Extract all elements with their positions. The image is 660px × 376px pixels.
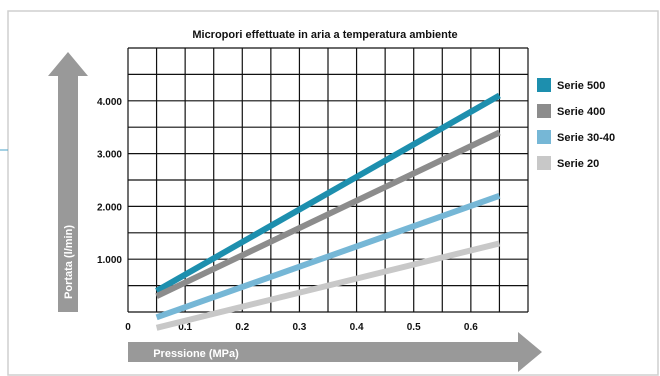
x-tick-label: 0.5: [407, 322, 421, 333]
x-tick-label: 0.4: [350, 322, 364, 333]
x-tick-label: 0.6: [464, 322, 478, 333]
series-line-serie-400: [155, 129, 501, 299]
x-axis-arrow: Pressione (MPa): [128, 332, 542, 372]
legend-label: Serie 30-40: [557, 132, 615, 144]
legend-swatch: [537, 104, 551, 118]
series-line-serie-500: [155, 92, 501, 294]
series-line-serie-30-40: [155, 192, 501, 321]
y-tick-label: 3.000: [97, 150, 122, 161]
series-line-serie-20: [155, 240, 501, 331]
legend-label: Serie 20: [557, 158, 599, 170]
legend-label: Serie 500: [557, 80, 605, 92]
legend-swatch: [537, 156, 551, 170]
x-tick-label: 0.3: [292, 322, 306, 333]
y-axis-arrow: Portata (l/min): [48, 52, 88, 312]
y-tick-label: 1.000: [97, 255, 122, 266]
y-axis-label: Portata (l/min): [63, 225, 75, 299]
y-tick-label: 2.000: [97, 202, 122, 213]
chart-title: Micropori effettuate in aria a temperatu…: [192, 29, 457, 41]
y-tick-label: 4.000: [97, 97, 122, 108]
legend-swatch: [537, 130, 551, 144]
series-lines: [155, 92, 501, 331]
x-tick-label: 0.2: [235, 322, 249, 333]
legend-swatch: [537, 78, 551, 92]
x-tick-labels: 0 0.1 0.2 0.3 0.4 0.5 0.6: [125, 322, 478, 333]
legend-label: Serie 400: [557, 106, 605, 118]
y-tick-labels: 1.000 2.000 3.000 4.000: [97, 97, 122, 266]
x-axis-arrow-shape: [128, 332, 542, 372]
legend: Serie 500 Serie 400 Serie 30-40 Serie 20: [537, 78, 615, 170]
x-tick-label: 0.1: [178, 322, 192, 333]
y-axis-arrow-shape: [48, 52, 88, 312]
x-tick-label: 0: [125, 322, 131, 333]
x-axis-label: Pressione (MPa): [153, 348, 239, 360]
